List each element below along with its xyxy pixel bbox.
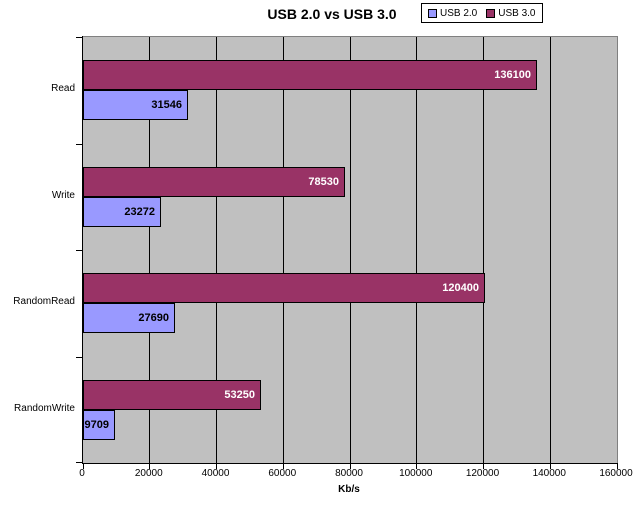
bar-usb30-randomwrite: 53250 [83, 380, 261, 410]
y-tick [76, 144, 82, 145]
x-tick-label: 60000 [268, 468, 297, 479]
legend-label: USB 2.0 [440, 7, 478, 19]
gridline-80000 [349, 37, 351, 463]
y-tick [76, 250, 82, 251]
bar-value-label: 9709 [84, 419, 109, 431]
bar-usb30-read: 136100 [83, 60, 537, 90]
gridline-40000 [216, 37, 217, 463]
x-axis-line [82, 463, 618, 464]
x-tick-label: 140000 [532, 468, 566, 479]
x-axis-title: Kb/s [338, 484, 360, 495]
x-tick [483, 464, 484, 469]
x-tick-label: 0 [79, 468, 85, 479]
legend: USB 2.0 USB 3.0 [421, 3, 543, 23]
legend-label: USB 3.0 [498, 7, 536, 19]
bar-usb20-read: 31546 [83, 90, 188, 120]
y-axis-line [82, 36, 83, 464]
gridline-120000 [483, 37, 484, 463]
legend-item-usb-2-0: USB 2.0 [428, 8, 477, 19]
bar-value-label: 78530 [308, 176, 339, 188]
bar-usb20-randomread: 27690 [83, 303, 175, 333]
bar-usb20-write: 23272 [83, 197, 161, 227]
y-tick [76, 357, 82, 358]
x-tick [82, 464, 84, 469]
x-tick-label: 20000 [134, 468, 163, 479]
gridline-20000 [149, 37, 151, 463]
category-label-randomread: RandomRead [13, 296, 75, 307]
legend-marker-icon [428, 8, 437, 18]
x-tick-label: 120000 [465, 468, 500, 479]
category-label-write: Write [51, 190, 75, 201]
bar-value-label: 120400 [442, 282, 479, 294]
category-label-read: Read [51, 83, 75, 94]
category-label-randomwrite: RandomWrite [14, 403, 75, 414]
x-tick-label: 80000 [335, 468, 363, 479]
gridline-60000 [282, 37, 284, 463]
x-tick [616, 464, 618, 469]
x-tick-label: 40000 [201, 468, 230, 479]
y-tick [76, 462, 82, 463]
legend-marker-icon [486, 8, 496, 18]
x-tick [349, 464, 351, 469]
x-tick [149, 464, 151, 469]
x-tick [549, 464, 551, 469]
y-tick [76, 37, 82, 38]
bar-value-label: 23272 [124, 206, 155, 218]
x-tick [216, 464, 217, 469]
gridline-140000 [549, 37, 551, 463]
x-tick [416, 464, 418, 469]
bar-usb20-randomwrite: 9709 [83, 410, 115, 440]
bar-value-label: 31546 [151, 99, 182, 111]
plot-area: 136100 31546 78530 23272 120400 27690 53250 970… [76, 36, 618, 469]
bar-value-label: 27690 [138, 312, 169, 324]
bar-value-label: 53250 [224, 389, 255, 401]
bar-usb30-randomread: 120400 [83, 273, 485, 303]
bar-usb30-write: 78530 [83, 167, 345, 197]
bar-value-label: 136100 [494, 69, 531, 81]
gridline-100000 [416, 37, 418, 463]
legend-item-usb-3-0: USB 3.0 [486, 7, 536, 19]
x-tick-label: 160000 [599, 468, 633, 479]
chart-title: USB 2.0 vs USB 3.0 [267, 6, 397, 22]
x-tick [282, 464, 284, 469]
x-tick-label: 100000 [399, 468, 433, 479]
